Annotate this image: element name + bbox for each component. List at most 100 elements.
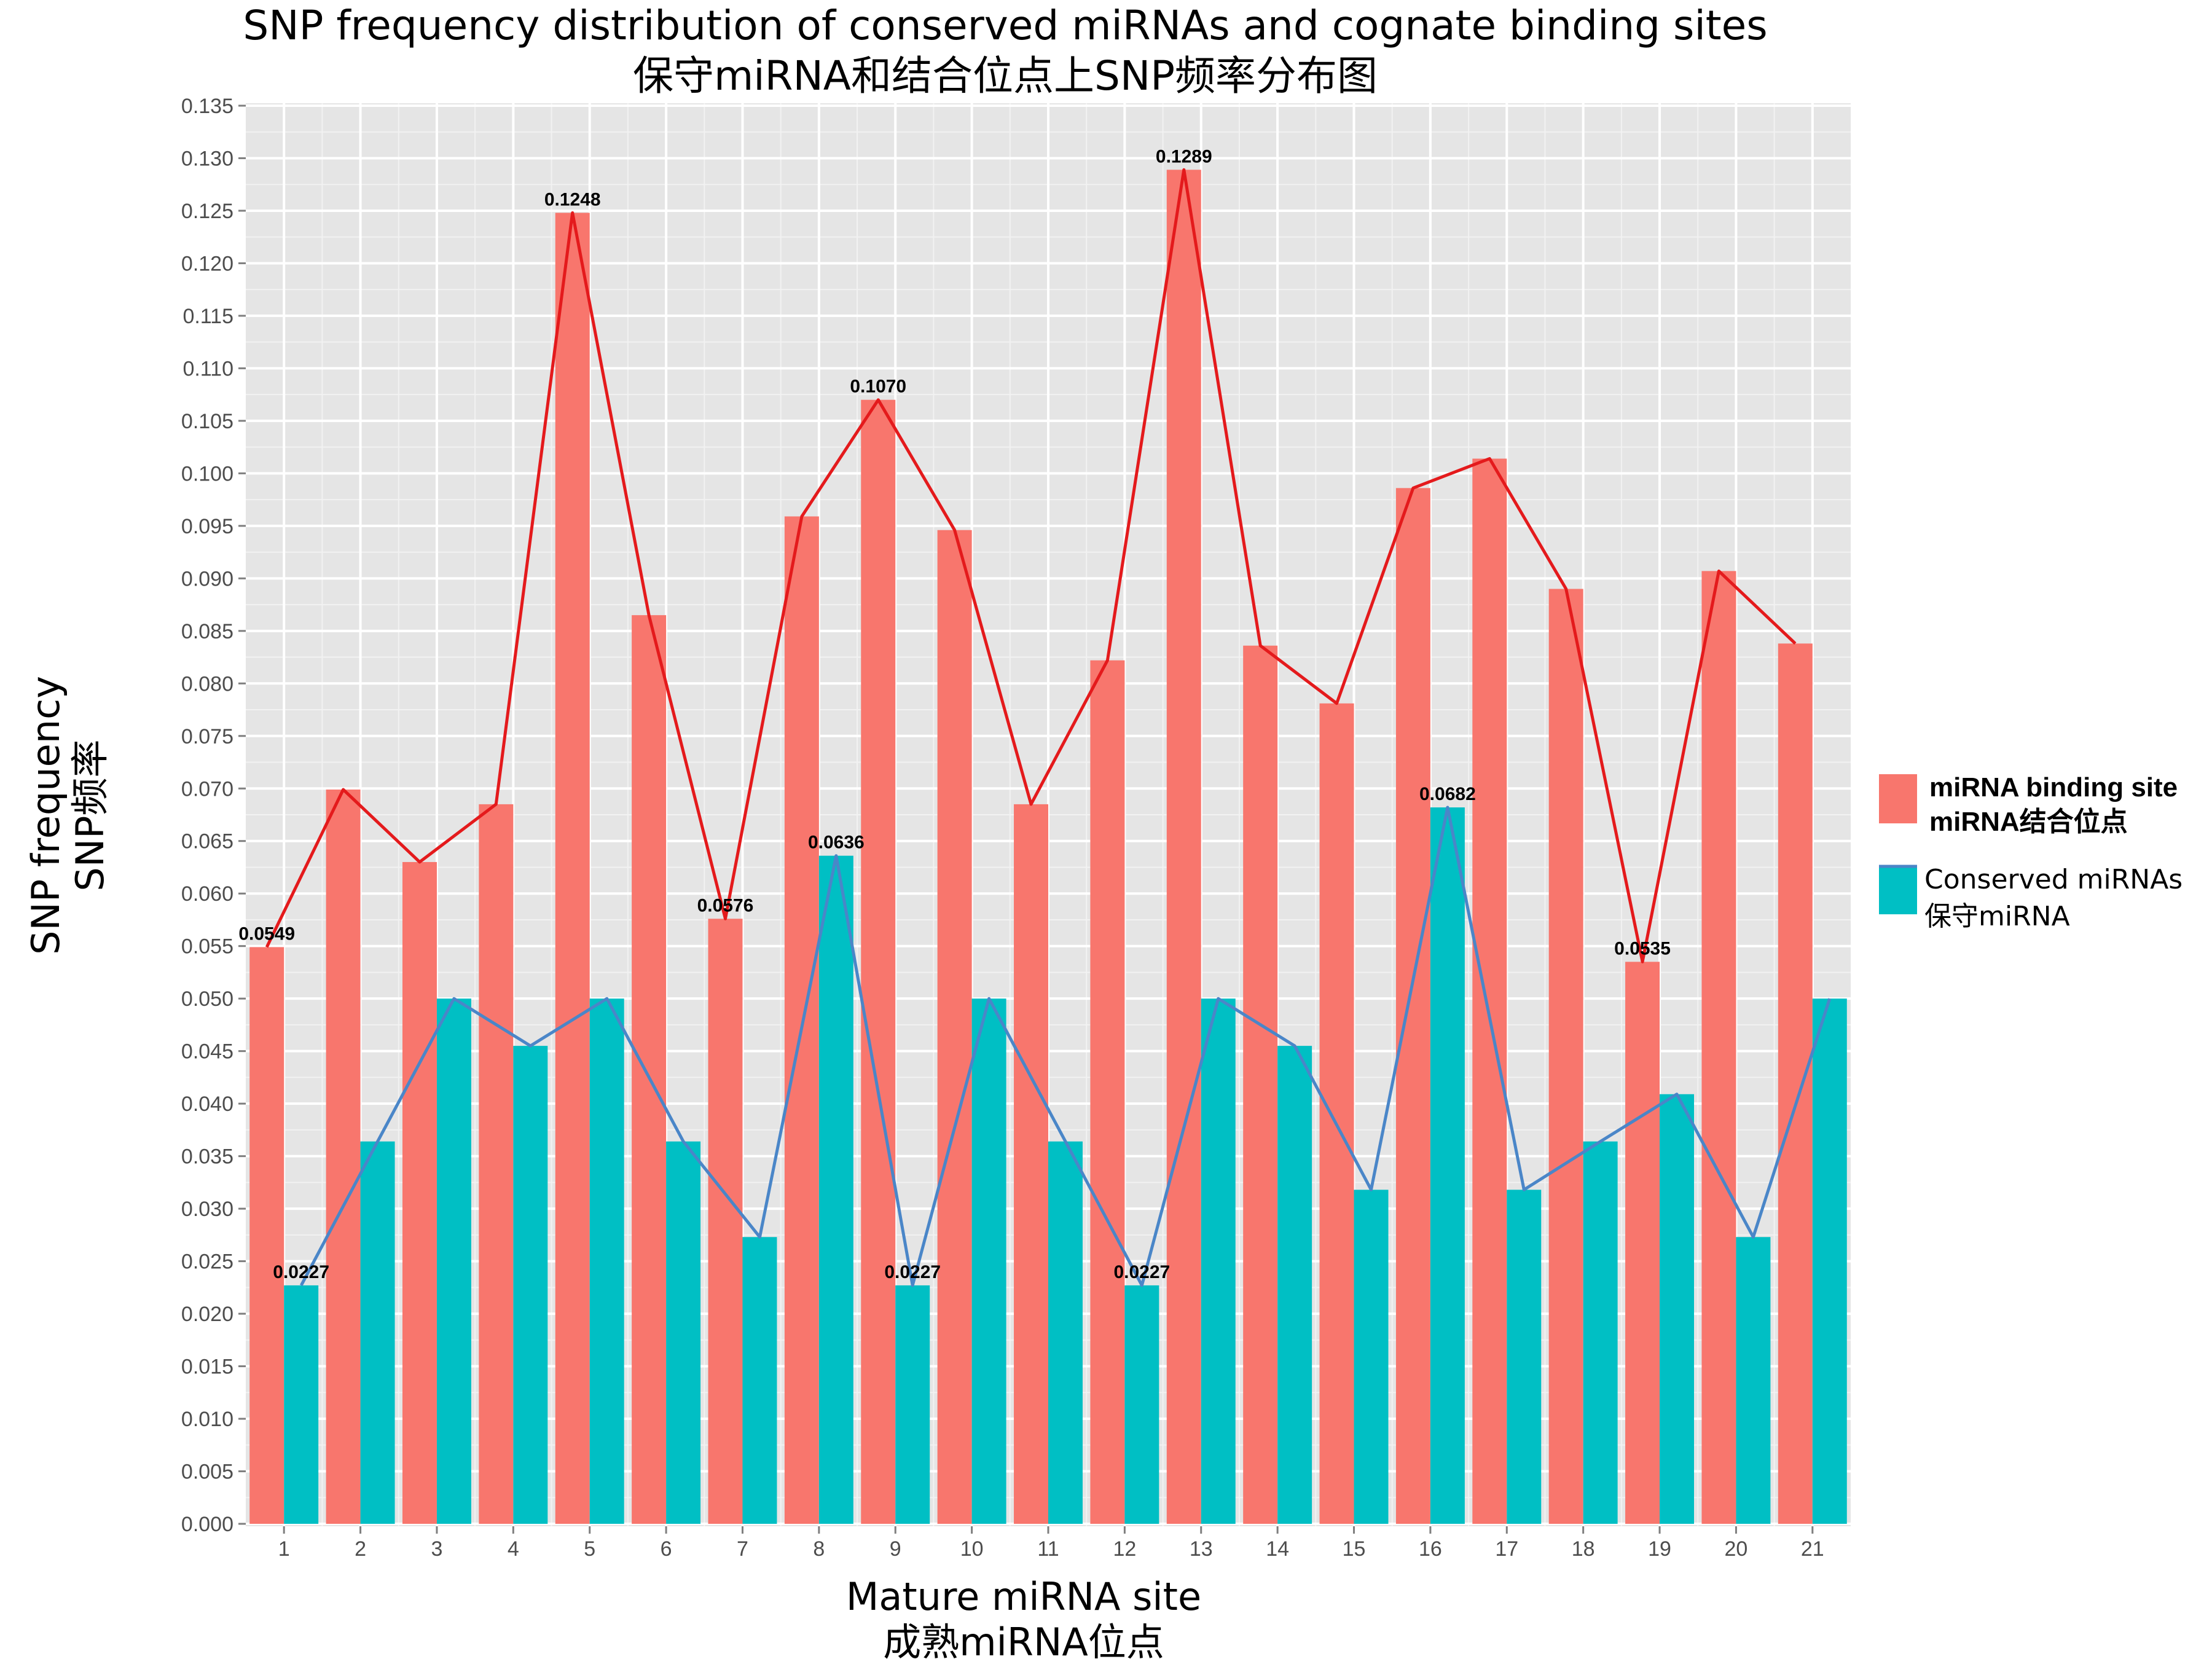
x-tick-label: 3 <box>431 1537 442 1561</box>
legend-label-conserved-sub: 保守miRNA <box>1924 901 2070 932</box>
y-tick-label: 0.030 <box>181 1198 233 1221</box>
x-axis: 1 2 3 4 5 6 7 8 9 10 11 12 13 14 15 16 17 18 19 20 21 <box>278 1526 1824 1561</box>
chart-title: SNP frequency distribution of conserved … <box>243 2 1767 49</box>
y-tick-label: 0.130 <box>181 147 233 170</box>
x-tick-label: 1 <box>278 1537 290 1561</box>
bar-conserved-mirna <box>1354 1190 1389 1524</box>
data-label: 0.1248 <box>544 189 601 210</box>
bar-conserved-mirna <box>436 998 471 1524</box>
x-tick-label: 16 <box>1419 1537 1442 1561</box>
legend-key-conserved <box>1879 865 1917 914</box>
data-label: 0.0227 <box>1113 1262 1170 1282</box>
y-tick-label: 0.070 <box>181 777 233 801</box>
bar-conserved-mirna <box>971 998 1006 1524</box>
x-tick-label: 6 <box>661 1537 672 1561</box>
bar-conserved-mirna <box>1812 998 1847 1524</box>
bar-binding-site <box>1166 170 1201 1524</box>
legend-label-binding-site-sub: miRNA结合位点 <box>1929 807 2128 837</box>
bar-binding-site <box>1548 589 1583 1524</box>
data-label: 0.0682 <box>1419 784 1476 804</box>
bar-conserved-mirna <box>818 855 853 1524</box>
x-tick-label: 19 <box>1648 1537 1671 1561</box>
y-tick-label: 0.080 <box>181 672 233 696</box>
data-label: 0.0535 <box>1614 938 1671 959</box>
bar-binding-site <box>249 947 284 1524</box>
bar-conserved-mirna <box>1660 1094 1695 1524</box>
bar-conserved-mirna <box>895 1285 930 1524</box>
data-label: 0.0549 <box>238 924 295 944</box>
data-label: 0.0227 <box>273 1262 329 1282</box>
y-tick-label: 0.010 <box>181 1408 233 1431</box>
y-axis-title: SNP frequency <box>23 676 68 955</box>
legend-key-binding-site <box>1879 774 1917 823</box>
bar-conserved-mirna <box>1430 807 1465 1524</box>
legend-label-binding-site: miRNA binding site <box>1929 772 2178 802</box>
bar-binding-site <box>1625 962 1660 1524</box>
bar-conserved-mirna <box>589 998 624 1524</box>
data-label: 0.0227 <box>884 1262 941 1282</box>
legend-label-conserved: Conserved miRNAs <box>1924 864 2183 895</box>
y-tick-label: 0.015 <box>181 1355 233 1379</box>
y-tick-label: 0.090 <box>181 567 233 590</box>
y-tick-label: 0.125 <box>181 200 233 223</box>
x-tick-label: 11 <box>1037 1537 1059 1561</box>
bar-conserved-mirna <box>742 1237 777 1524</box>
y-tick-label: 0.020 <box>181 1303 233 1326</box>
x-tick-label: 14 <box>1266 1537 1289 1561</box>
y-tick-label: 0.045 <box>181 1040 233 1064</box>
y-tick-label: 0.075 <box>181 725 233 748</box>
x-tick-label: 13 <box>1190 1537 1213 1561</box>
bar-binding-site <box>1014 804 1048 1524</box>
y-tick-label: 0.050 <box>181 987 233 1011</box>
bar-binding-site <box>1701 571 1736 1524</box>
x-axis-title: Mature miRNA site <box>846 1574 1201 1619</box>
y-axis: 0.000 0.005 0.010 0.015 0.020 0.025 0.030 0.035… <box>181 95 246 1536</box>
bars <box>249 170 1847 1524</box>
x-tick-label: 21 <box>1801 1537 1824 1561</box>
bar-binding-site <box>1472 458 1507 1524</box>
x-tick-label: 7 <box>737 1537 748 1561</box>
y-tick-label: 0.060 <box>181 882 233 906</box>
bar-conserved-mirna <box>1201 998 1236 1524</box>
x-tick-label: 20 <box>1725 1537 1748 1561</box>
bar-binding-site <box>555 213 590 1524</box>
x-tick-label: 17 <box>1495 1537 1518 1561</box>
bar-binding-site <box>1243 645 1278 1524</box>
bar-binding-site <box>1319 703 1354 1524</box>
data-label: 0.1070 <box>850 377 906 397</box>
bar-conserved-mirna <box>513 1046 548 1524</box>
data-label: 0.0576 <box>697 895 754 916</box>
y-tick-label: 0.105 <box>181 410 233 433</box>
y-tick-label: 0.110 <box>182 357 233 380</box>
bar-binding-site <box>1395 488 1430 1524</box>
y-tick-label: 0.025 <box>181 1250 233 1274</box>
y-tick-label: 0.055 <box>181 935 233 959</box>
y-tick-label: 0.085 <box>181 620 233 643</box>
bar-conserved-mirna <box>1048 1141 1083 1524</box>
chart-subtitle: 保守miRNA和结合位点上SNP频率分布图 <box>633 52 1378 100</box>
x-axis-subtitle: 成熟miRNA位点 <box>883 1620 1164 1659</box>
data-label: 0.0636 <box>808 833 865 853</box>
x-tick-label: 4 <box>508 1537 519 1561</box>
x-tick-label: 9 <box>890 1537 901 1561</box>
line-binding-site <box>265 168 1797 963</box>
bar-conserved-mirna <box>1507 1190 1542 1524</box>
series-lines <box>265 168 1832 1287</box>
bar-conserved-mirna <box>284 1285 319 1524</box>
y-tick-label: 0.135 <box>181 95 233 118</box>
x-tick-label: 8 <box>813 1537 825 1561</box>
bar-conserved-mirna <box>1277 1046 1312 1524</box>
y-tick-label: 0.035 <box>181 1145 233 1169</box>
bar-binding-site <box>1778 643 1813 1524</box>
y-tick-label: 0.005 <box>181 1461 233 1484</box>
x-tick-label: 12 <box>1113 1537 1136 1561</box>
data-label: 0.1289 <box>1156 146 1212 167</box>
y-tick-label: 0.120 <box>181 252 233 275</box>
bar-conserved-mirna <box>360 1141 395 1524</box>
y-tick-label: 0.115 <box>182 305 233 328</box>
bar-binding-site <box>937 530 972 1524</box>
legend: miRNA binding site miRNA结合位点 Conserved m… <box>1879 772 2183 932</box>
bar-binding-site <box>326 789 361 1524</box>
bar-conserved-mirna <box>1583 1141 1618 1524</box>
